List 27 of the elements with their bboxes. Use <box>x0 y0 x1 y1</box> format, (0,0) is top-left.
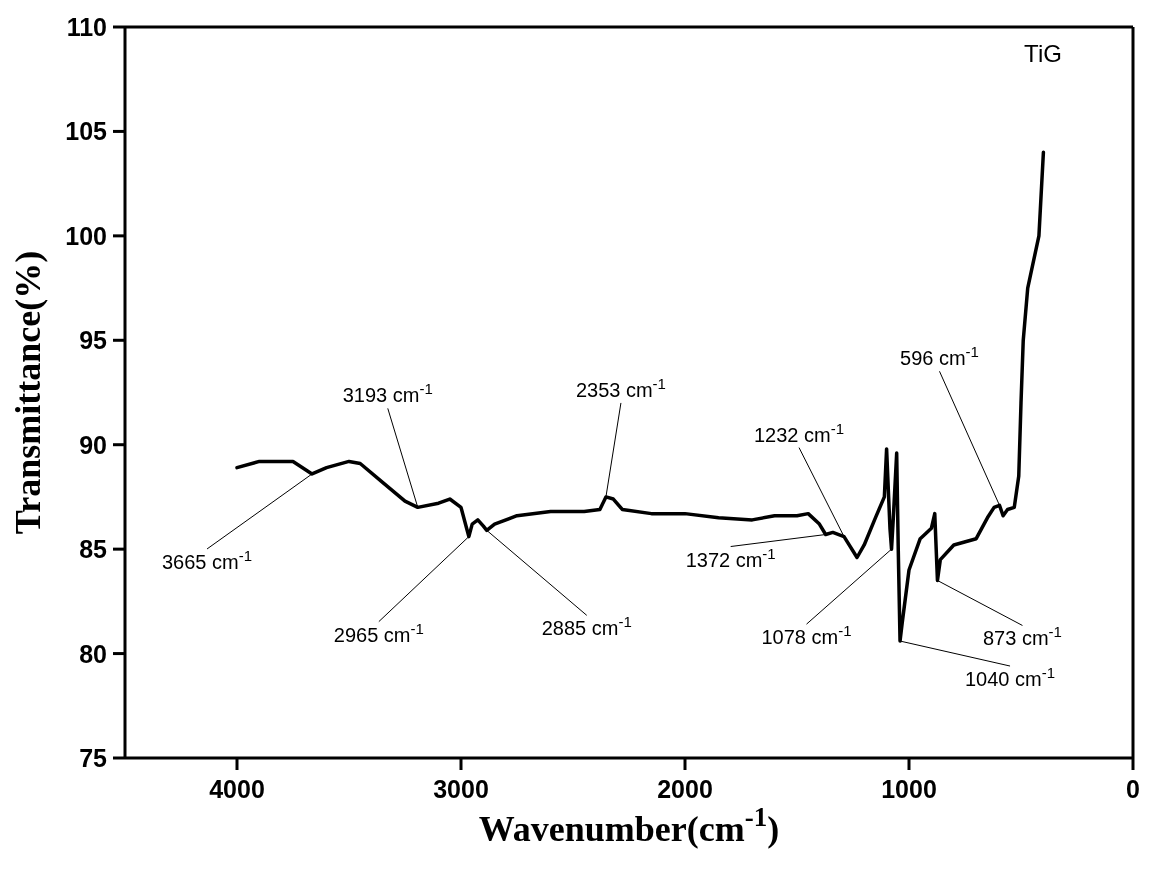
annotation: 3193 cm$^{-1}$ <box>342 379 433 407</box>
y-tick-label: 95 <box>79 326 108 355</box>
annotation: 3665 cm$^{-1}$ <box>162 546 253 573</box>
x-tick-label: 2000 <box>657 775 713 803</box>
annotation: 1078 cm$^{-1}$ <box>761 621 852 649</box>
x-axis-title: Wavenumber(cm$^{-1}$) <box>478 802 780 849</box>
annotation: 2885 cm$^{-1}$ <box>541 612 632 640</box>
x-tick-label: 0 <box>1126 775 1140 803</box>
annotation: 2965 cm$^{-1}$ <box>333 619 424 646</box>
y-tick-label: 75 <box>79 744 108 772</box>
y-tick-label: 110 <box>66 13 107 41</box>
y-tick-label: 80 <box>79 639 107 668</box>
annotation: 1040 cm$^{-1}$ <box>965 663 1056 691</box>
annotation: 1232 cm$^{-1}$ <box>754 419 845 446</box>
x-tick-label: 1000 <box>881 775 937 803</box>
x-tick-label: 3000 <box>433 775 489 803</box>
y-tick-label: 90 <box>79 430 107 459</box>
x-tick-label: 4000 <box>209 775 265 803</box>
annotation: 2353 cm$^{-1}$ <box>575 374 666 401</box>
annotation: 873 cm$^{-1}$ <box>982 622 1062 650</box>
annotation: 596 cm$^{-1}$ <box>900 342 979 370</box>
y-tick-label: 85 <box>79 535 108 564</box>
text: TiG <box>1024 40 1062 67</box>
annotation: 1372 cm$^{-1}$ <box>685 544 776 571</box>
y-tick-label: 105 <box>65 117 108 146</box>
y-axis-title: Transmittance(%) <box>8 250 48 535</box>
y-tick-label: 100 <box>65 221 107 250</box>
